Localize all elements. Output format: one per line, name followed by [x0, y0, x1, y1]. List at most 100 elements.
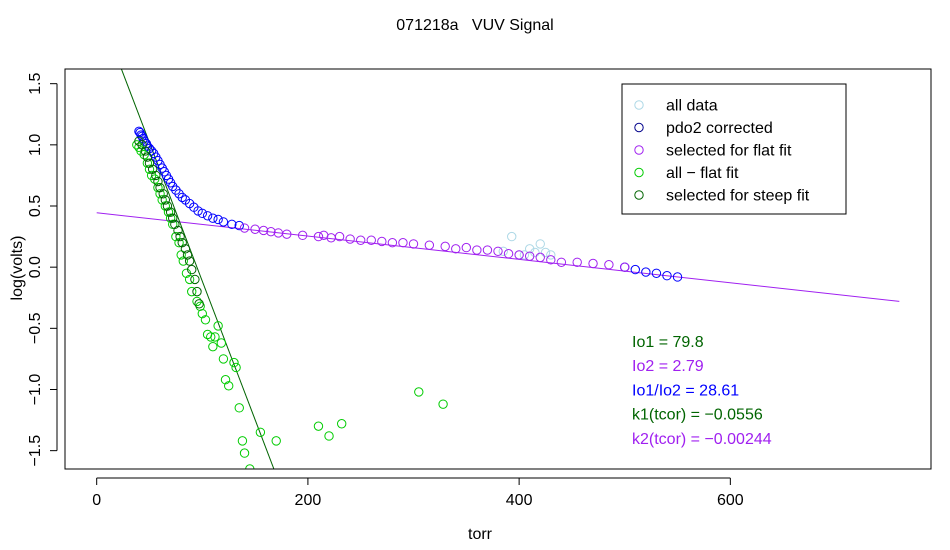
data-point-selected-for-flat-fit — [514, 250, 524, 260]
x-tick-label: 600 — [717, 492, 744, 509]
data-point-all-flat-fit — [150, 174, 160, 184]
x-tick-label: 0 — [92, 492, 101, 509]
data-point-selected-for-flat-fit — [472, 245, 482, 255]
data-point-pdo2-corrected — [672, 272, 683, 282]
data-point-all-flat-fit — [206, 332, 216, 342]
data-point-selected-for-steep-fit — [170, 219, 180, 230]
data-point-selected-for-flat-fit — [461, 242, 472, 253]
data-point-selected-for-flat-fit — [620, 262, 630, 272]
data-point-selected-for-flat-fit — [556, 257, 567, 267]
data-point-selected-for-flat-fit — [366, 235, 376, 245]
data-point-selected-for-flat-fit — [546, 255, 556, 265]
data-point-all-flat-fit — [197, 308, 207, 319]
data-point-selected-for-flat-fit — [482, 245, 493, 255]
data-point-selected-for-steep-fit — [182, 250, 193, 260]
fit-annotation: Io2 = 2.79 — [632, 358, 704, 375]
data-point-selected-for-steep-fit — [173, 225, 183, 236]
data-point-selected-for-steep-fit — [147, 164, 158, 175]
legend-label: all data — [666, 98, 718, 115]
data-point-all-flat-fit — [271, 436, 281, 446]
data-point-all-flat-fit — [210, 332, 220, 342]
data-point-all-flat-fit — [234, 403, 244, 413]
data-point-all-data — [535, 239, 545, 249]
data-point-selected-for-flat-fit — [451, 244, 461, 254]
data-point-selected-for-steep-fit — [165, 207, 176, 217]
data-point-selected-for-flat-fit — [258, 225, 269, 236]
data-point-selected-for-flat-fit — [503, 249, 514, 259]
data-point-selected-for-flat-fit — [377, 236, 387, 247]
data-point-selected-for-flat-fit — [345, 234, 355, 244]
data-point-selected-for-flat-fit — [408, 239, 419, 249]
x-axis-label: torr — [468, 526, 493, 543]
data-point-all-flat-fit — [192, 296, 202, 307]
data-point-all-flat-fit — [255, 427, 266, 438]
legend-label: selected for flat fit — [666, 143, 792, 160]
fit-line-flat-fit — [96, 212, 900, 302]
y-tick-label: 1.5 — [27, 72, 44, 94]
data-point-all-flat-fit — [155, 189, 165, 199]
data-point-selected-for-steep-fit — [187, 264, 197, 275]
y-tick-label: −1.5 — [27, 435, 44, 467]
data-point-all-flat-fit — [153, 182, 163, 193]
data-point-all-flat-fit — [223, 381, 234, 391]
data-point-selected-for-steep-fit — [153, 176, 163, 187]
data-point-selected-for-flat-fit — [266, 226, 276, 237]
data-point-all-flat-fit — [229, 357, 239, 368]
legend-label: pdo2 corrected — [666, 120, 773, 137]
legend-marker — [634, 122, 644, 133]
data-point-selected-for-flat-fit — [282, 229, 292, 239]
data-point-all-flat-fit — [237, 436, 248, 446]
data-point-all-flat-fit — [239, 448, 250, 458]
data-point-all-flat-fit — [313, 421, 324, 431]
data-point-selected-for-steep-fit — [140, 146, 150, 156]
data-point-selected-for-flat-fit — [440, 241, 450, 252]
chart-title: 071218a VUV Signal — [396, 17, 553, 34]
data-point-all-data — [498, 246, 508, 256]
data-point-selected-for-steep-fit — [190, 274, 200, 285]
data-point-pdo2-corrected — [213, 214, 223, 225]
data-point-selected-for-flat-fit — [524, 251, 535, 261]
data-point-all-flat-fit — [187, 286, 197, 297]
data-point-all-flat-fit — [160, 201, 171, 211]
data-point-pdo2-corrected — [202, 211, 213, 221]
data-point-selected-for-flat-fit — [387, 238, 398, 248]
data-point-selected-for-steep-fit — [162, 201, 173, 211]
data-point-all-flat-fit — [142, 158, 153, 168]
data-point-all-data — [519, 250, 530, 260]
data-point-selected-for-flat-fit — [572, 257, 582, 267]
legend-marker — [634, 190, 644, 200]
data-point-selected-for-flat-fit — [398, 238, 408, 248]
y-tick-label: 1.0 — [27, 134, 44, 156]
x-tick-label: 400 — [506, 492, 533, 509]
x-tick-label: 200 — [295, 492, 322, 509]
data-point-selected-for-steep-fit — [151, 170, 161, 181]
y-axis-label: log(volts) — [9, 236, 26, 301]
data-point-all-flat-fit — [168, 219, 178, 230]
axes: 0 200 400 600 −1.5 −1.0 −0.5 0.0 0.5 1.0 1.5 — [27, 72, 744, 509]
fit-line-steep-fit — [120, 69, 275, 469]
data-point-all-data — [507, 231, 517, 242]
data-point-selected-for-flat-fit — [313, 231, 324, 242]
data-point-pdo2-corrected — [197, 208, 207, 219]
y-tick-label: 0.5 — [27, 195, 44, 217]
legend-label: all − flat fit — [666, 165, 739, 182]
fit-annotation: Io1 = 79.8 — [632, 334, 704, 351]
data-point-all-flat-fit — [174, 238, 184, 248]
data-point-selected-for-steep-fit — [137, 140, 147, 150]
data-point-all-flat-fit — [231, 362, 241, 373]
plot-frame — [64, 68, 932, 470]
data-point-all-data — [540, 247, 551, 258]
data-point-selected-for-steep-fit — [158, 189, 168, 199]
data-point-all-flat-fit — [200, 315, 211, 325]
data-point-pdo2-corrected — [177, 192, 187, 203]
data-point-all-data — [546, 250, 556, 260]
data-point-all-flat-fit — [171, 231, 181, 242]
data-point-all-flat-fit — [216, 338, 227, 348]
data-point-all-flat-fit — [218, 354, 229, 364]
legend-marker — [634, 100, 644, 110]
data-point-selected-for-steep-fit — [175, 231, 185, 242]
legend-label: selected for steep fit — [666, 188, 810, 205]
data-point-selected-for-steep-fit — [144, 158, 155, 168]
data-point-selected-for-steep-fit — [177, 238, 187, 248]
